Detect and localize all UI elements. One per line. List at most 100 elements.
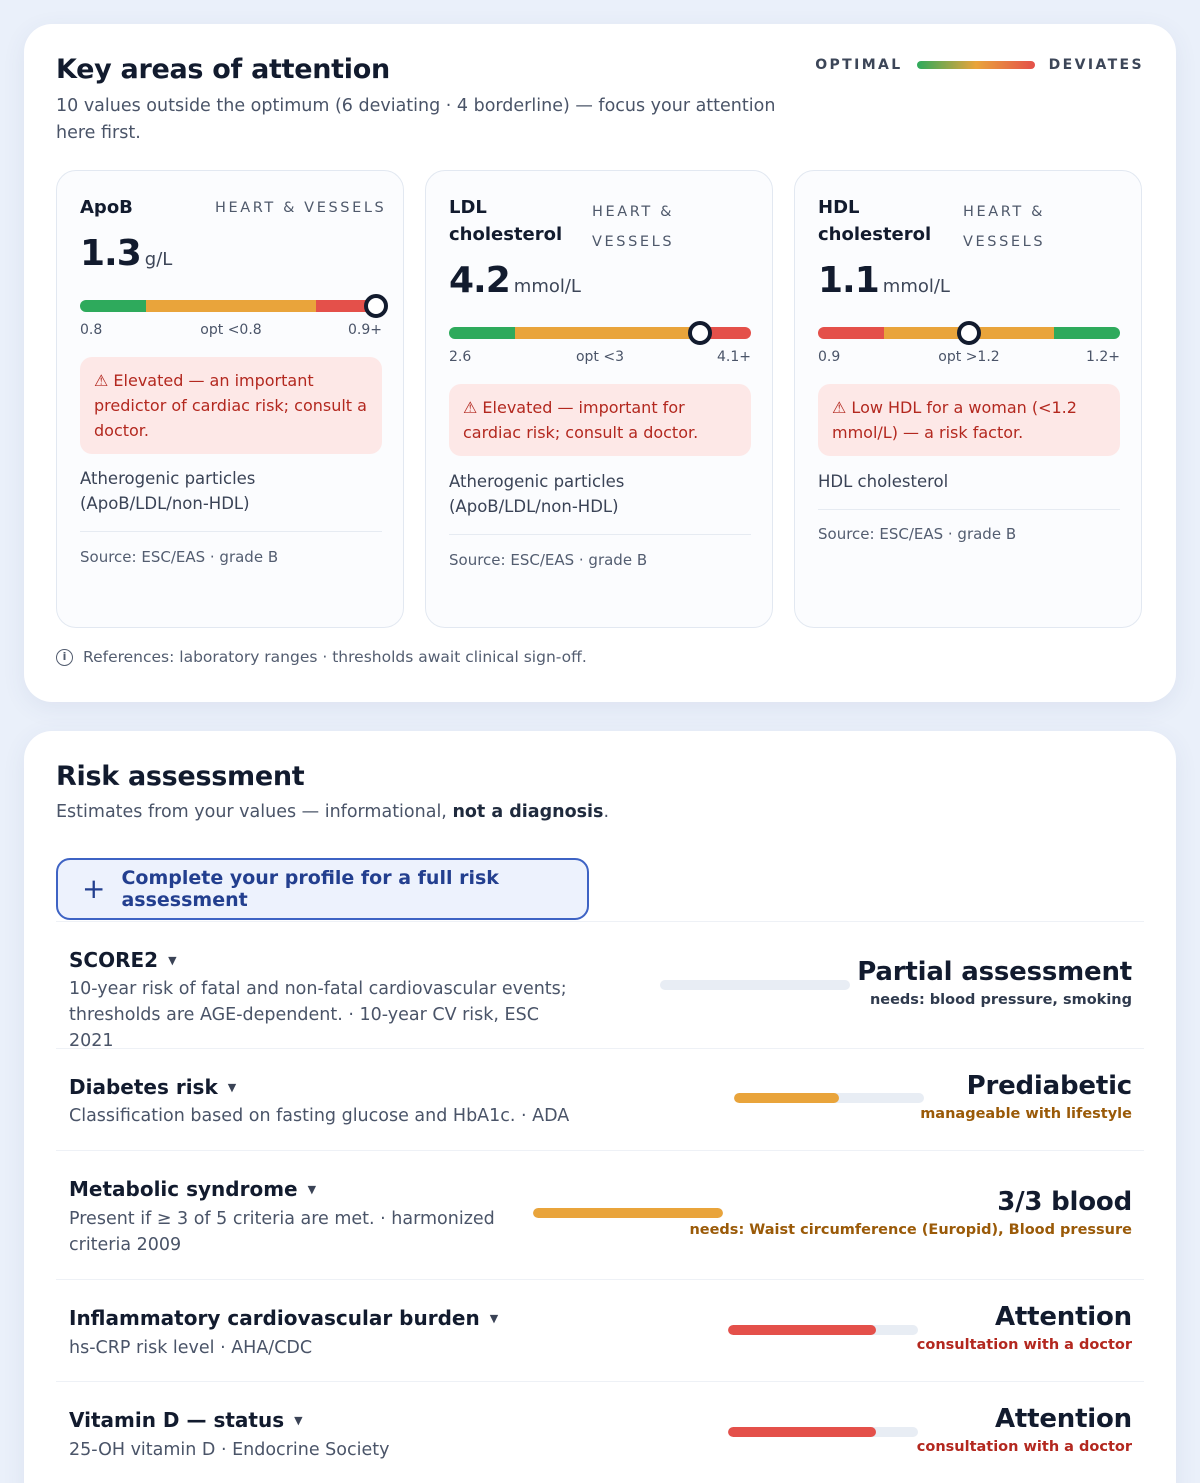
marker-name: HDL cholesterol <box>818 197 932 245</box>
chevron-down-icon: ▼ <box>227 1080 237 1094</box>
risk-note: consultation with a doctor <box>916 1439 1132 1455</box>
legend-gradient <box>916 61 1035 69</box>
marker-name: ApoB <box>80 197 133 218</box>
value-marker <box>957 321 981 345</box>
references-note: i References: laboratory ranges · thresh… <box>56 648 587 666</box>
marker-source: Source: ESC/EAS · grade B <box>449 551 648 569</box>
risk-name: Inflammatory cardiovascular burden ▼ <box>69 1306 499 1330</box>
risk-bar <box>734 1093 924 1103</box>
scale-min: 0.8 <box>80 322 103 338</box>
risk-name: Vitamin D — status ▼ <box>69 1408 303 1432</box>
scale-min: 2.6 <box>449 349 472 365</box>
marker-card-ldl[interactable]: LDL cholesterol HEART & VESSELS 4.2 mmol/… <box>425 170 773 628</box>
card-divider <box>449 534 751 535</box>
risk-row-inflammatory[interactable]: Inflammatory cardiovascular burden ▼ hs-C… <box>56 1279 1144 1381</box>
range-scale: 0.9 opt >1.2 1.2+ <box>818 349 1120 365</box>
marker-value: 1.3 g/L <box>80 233 173 274</box>
range-bar <box>80 300 382 312</box>
scale-max: 4.1+ <box>717 349 751 365</box>
marker-name: LDL cholesterol <box>449 197 563 245</box>
risk-title: Risk assessment <box>56 761 305 792</box>
risk-description: 10-year risk of fatal and non-fatal card… <box>69 979 567 1051</box>
complete-profile-button[interactable]: + Complete your profile for a full risk … <box>56 858 589 920</box>
risk-bar <box>660 980 850 990</box>
scale-optimum: opt <0.8 <box>200 322 262 338</box>
scale-min: 0.9 <box>818 349 841 365</box>
chevron-down-icon: ▼ <box>168 953 177 967</box>
risk-bar <box>728 1427 918 1437</box>
risk-note: manageable with lifestyle <box>920 1106 1132 1122</box>
risk-bar <box>728 1325 918 1335</box>
card-divider <box>818 509 1120 510</box>
chevron-down-icon: ▼ <box>307 1182 317 1196</box>
alert-box: ⚠ Low HDL for a woman (<1.2 mmol/L) — a … <box>818 384 1120 456</box>
complete-profile-label: Complete your profile for a full risk as… <box>121 867 499 911</box>
risk-status: Prediabetic <box>966 1071 1133 1101</box>
marker-value: 1.1 mmol/L <box>818 260 950 301</box>
risk-status: Partial assessment <box>857 957 1132 987</box>
value-marker <box>363 294 388 318</box>
attention-subtitle: 10 values outside the optimum (6 deviati… <box>56 96 776 143</box>
not-a-diagnosis-emphasis: not a diagnosis <box>452 802 604 822</box>
marker-category: HEART & VESSELS <box>592 204 675 250</box>
marker-source: Source: ESC/EAS · grade B <box>80 548 279 566</box>
scale-optimum: opt >1.2 <box>938 349 1000 365</box>
risk-status: Attention <box>994 1404 1132 1434</box>
risk-note: needs: blood pressure, smoking <box>869 992 1132 1008</box>
risk-description: 25-OH vitamin D · Endocrine Society <box>69 1440 390 1460</box>
marker-description: Atherogenic particles (ApoB/LDL/non-HDL) <box>449 472 625 516</box>
range-scale: 0.8 opt <0.8 0.9+ <box>80 322 382 338</box>
risk-note: consultation with a doctor <box>916 1337 1132 1353</box>
risk-status: Attention <box>994 1302 1132 1332</box>
references-text: References: laboratory ranges · threshol… <box>83 648 587 666</box>
risk-name: SCORE2 ▼ <box>69 948 177 972</box>
risk-row-diabetes[interactable]: Diabetes risk ▼ Classification based on f… <box>56 1048 1144 1150</box>
risk-description: Present if ≥ 3 of 5 criteria are met. · … <box>69 1209 495 1255</box>
scale-max: 0.9+ <box>348 322 382 338</box>
marker-description: Atherogenic particles (ApoB/LDL/non-HDL) <box>80 469 256 513</box>
alert-box: ⚠ Elevated — important for cardiac risk;… <box>449 384 751 456</box>
marker-category: HEART & VESSELS <box>963 204 1046 250</box>
legend-optimal-label: OPTIMAL <box>815 57 903 73</box>
scale-optimum: opt <3 <box>575 349 625 365</box>
risk-bar <box>533 1208 723 1218</box>
risk-bar-fill <box>728 1427 877 1437</box>
marker-unit: mmol/L <box>882 276 950 297</box>
optimal-deviates-legend: OPTIMAL DEVIATES <box>815 57 1144 73</box>
marker-source: Source: ESC/EAS · grade B <box>818 525 1017 543</box>
marker-unit: mmol/L <box>513 276 581 297</box>
risk-note: needs: Waist circumference (Europid), Bl… <box>689 1222 1132 1238</box>
scale-max: 1.2+ <box>1086 349 1120 365</box>
marker-card-apob[interactable]: ApoB HEART & VESSELS 1.3 g/L 0.8 opt <0.8… <box>56 170 404 628</box>
marker-category: HEART & VESSELS <box>215 200 387 216</box>
risk-status: 3/3 blood <box>997 1187 1132 1217</box>
attention-panel: Key areas of attention 10 values outside… <box>24 24 1176 702</box>
marker-card-hdl[interactable]: HDL cholesterol HEART & VESSELS 1.1 mmol/… <box>794 170 1142 628</box>
risk-name: Diabetes risk ▼ <box>69 1075 237 1099</box>
plus-icon: + <box>82 872 106 905</box>
risk-description: Classification based on fasting glucose … <box>69 1106 570 1126</box>
info-icon: i <box>56 648 73 666</box>
marker-description: HDL cholesterol <box>818 472 949 491</box>
attention-title: Key areas of attention <box>56 54 390 85</box>
risk-bar-fill <box>734 1093 839 1103</box>
risk-name: Metabolic syndrome ▼ <box>69 1177 317 1201</box>
marker-unit: g/L <box>144 249 173 270</box>
risk-subtitle: Estimates from your values — information… <box>56 802 610 822</box>
alert-box: ⚠ Elevated — an important predictor of c… <box>80 357 382 454</box>
marker-value: 4.2 mmol/L <box>449 260 581 301</box>
risk-description: hs-CRP risk level · AHA/CDC <box>69 1338 313 1358</box>
value-marker <box>687 321 712 345</box>
risk-bar-fill <box>533 1208 723 1218</box>
range-bar <box>449 327 751 339</box>
risk-bar-fill <box>728 1325 877 1335</box>
card-divider <box>80 531 382 532</box>
chevron-down-icon: ▼ <box>294 1413 303 1427</box>
risk-row-vitamin-d[interactable]: Vitamin D — status ▼ 25-OH vitamin D · En… <box>56 1381 1144 1483</box>
risk-panel: Risk assessment Estimates from your valu… <box>24 731 1176 1483</box>
risk-row-metabolic-syndrome[interactable]: Metabolic syndrome ▼ Present if ≥ 3 of 5 … <box>56 1150 1144 1279</box>
legend-deviates-label: DEVIATES <box>1048 57 1144 73</box>
range-scale: 2.6 opt <3 4.1+ <box>449 349 751 365</box>
chevron-down-icon: ▼ <box>489 1311 499 1325</box>
risk-row-score2[interactable]: SCORE2 ▼ 10-year risk of fatal and non-fa… <box>56 921 1144 1051</box>
